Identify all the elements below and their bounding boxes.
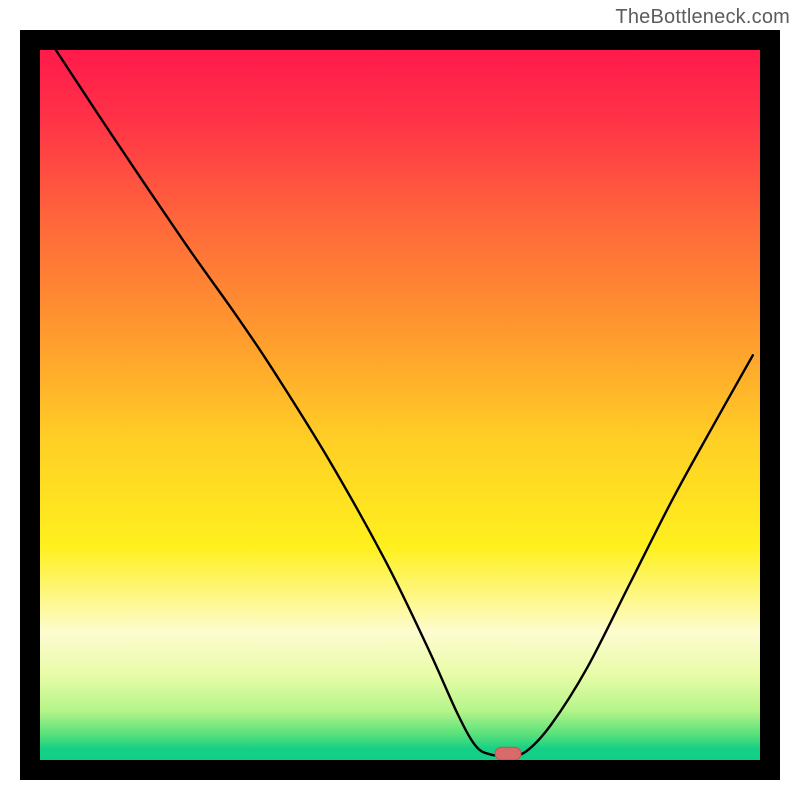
chart-frame: TheBottleneck.com: [0, 0, 800, 800]
bottleneck-curve-chart: [20, 30, 780, 780]
watermark-text: TheBottleneck.com: [615, 6, 790, 29]
gradient-background: [40, 50, 760, 760]
plot-area: [20, 30, 780, 780]
optimum-marker: [495, 747, 521, 760]
